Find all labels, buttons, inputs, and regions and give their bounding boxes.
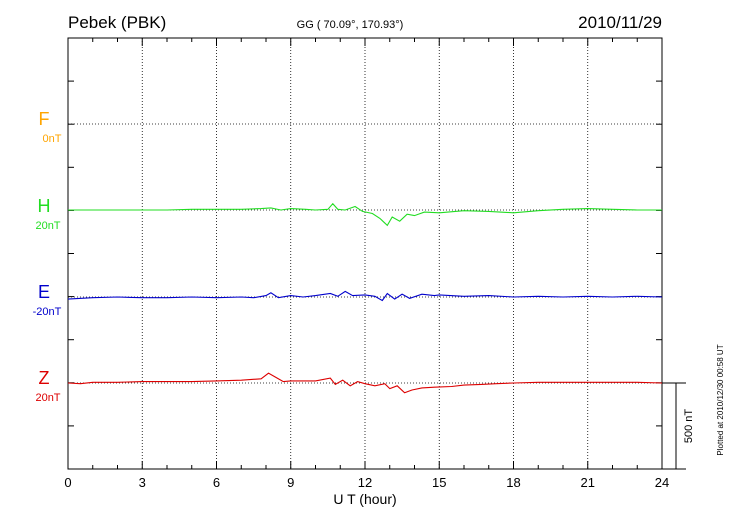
series-h-baseline: 20nT [35, 220, 60, 232]
chart-date: 2010/11/29 [578, 13, 662, 32]
x-tick-label: 15 [432, 475, 446, 490]
chart-title: Pebek (PBK) [68, 13, 166, 32]
plotted-at-note: Plotted at 2010/12/30 00:58 UT [716, 344, 725, 455]
x-axis-tick-labels: 0 3 6 9 12 15 18 21 24 [64, 475, 669, 490]
scale-bar: 500 nT [662, 382, 695, 470]
x-tick-label: 9 [287, 475, 294, 490]
x-tick-label: 24 [655, 475, 669, 490]
x-tick-label: 0 [64, 475, 71, 490]
x-tick-label: 18 [506, 475, 520, 490]
x-tick-label: 12 [358, 475, 372, 490]
series-h-name: H [38, 196, 51, 216]
series-e-baseline: -20nT [33, 306, 62, 318]
series-e-name: E [38, 282, 50, 302]
series-lines [67, 202, 663, 394]
series-z-name: Z [39, 368, 50, 388]
x-tick-label: 21 [581, 475, 595, 490]
series-z-line [67, 372, 663, 394]
x-tick-label: 3 [139, 475, 146, 490]
series-z-baseline: 20nT [35, 392, 60, 404]
series-f-baseline: 0nT [43, 133, 62, 145]
series-h-line [68, 202, 662, 227]
x-tick-label: 6 [213, 475, 220, 490]
series-f-name: F [39, 109, 50, 129]
chart-subtitle: GG ( 70.09°, 170.93°) [297, 19, 404, 31]
x-axis-label: U T (hour) [333, 491, 396, 507]
scale-bar-label: 500 nT [683, 409, 695, 444]
series-labels: F 0nT H 20nT E -20nT Z 20nT [33, 109, 62, 404]
series-e-line [67, 290, 663, 302]
